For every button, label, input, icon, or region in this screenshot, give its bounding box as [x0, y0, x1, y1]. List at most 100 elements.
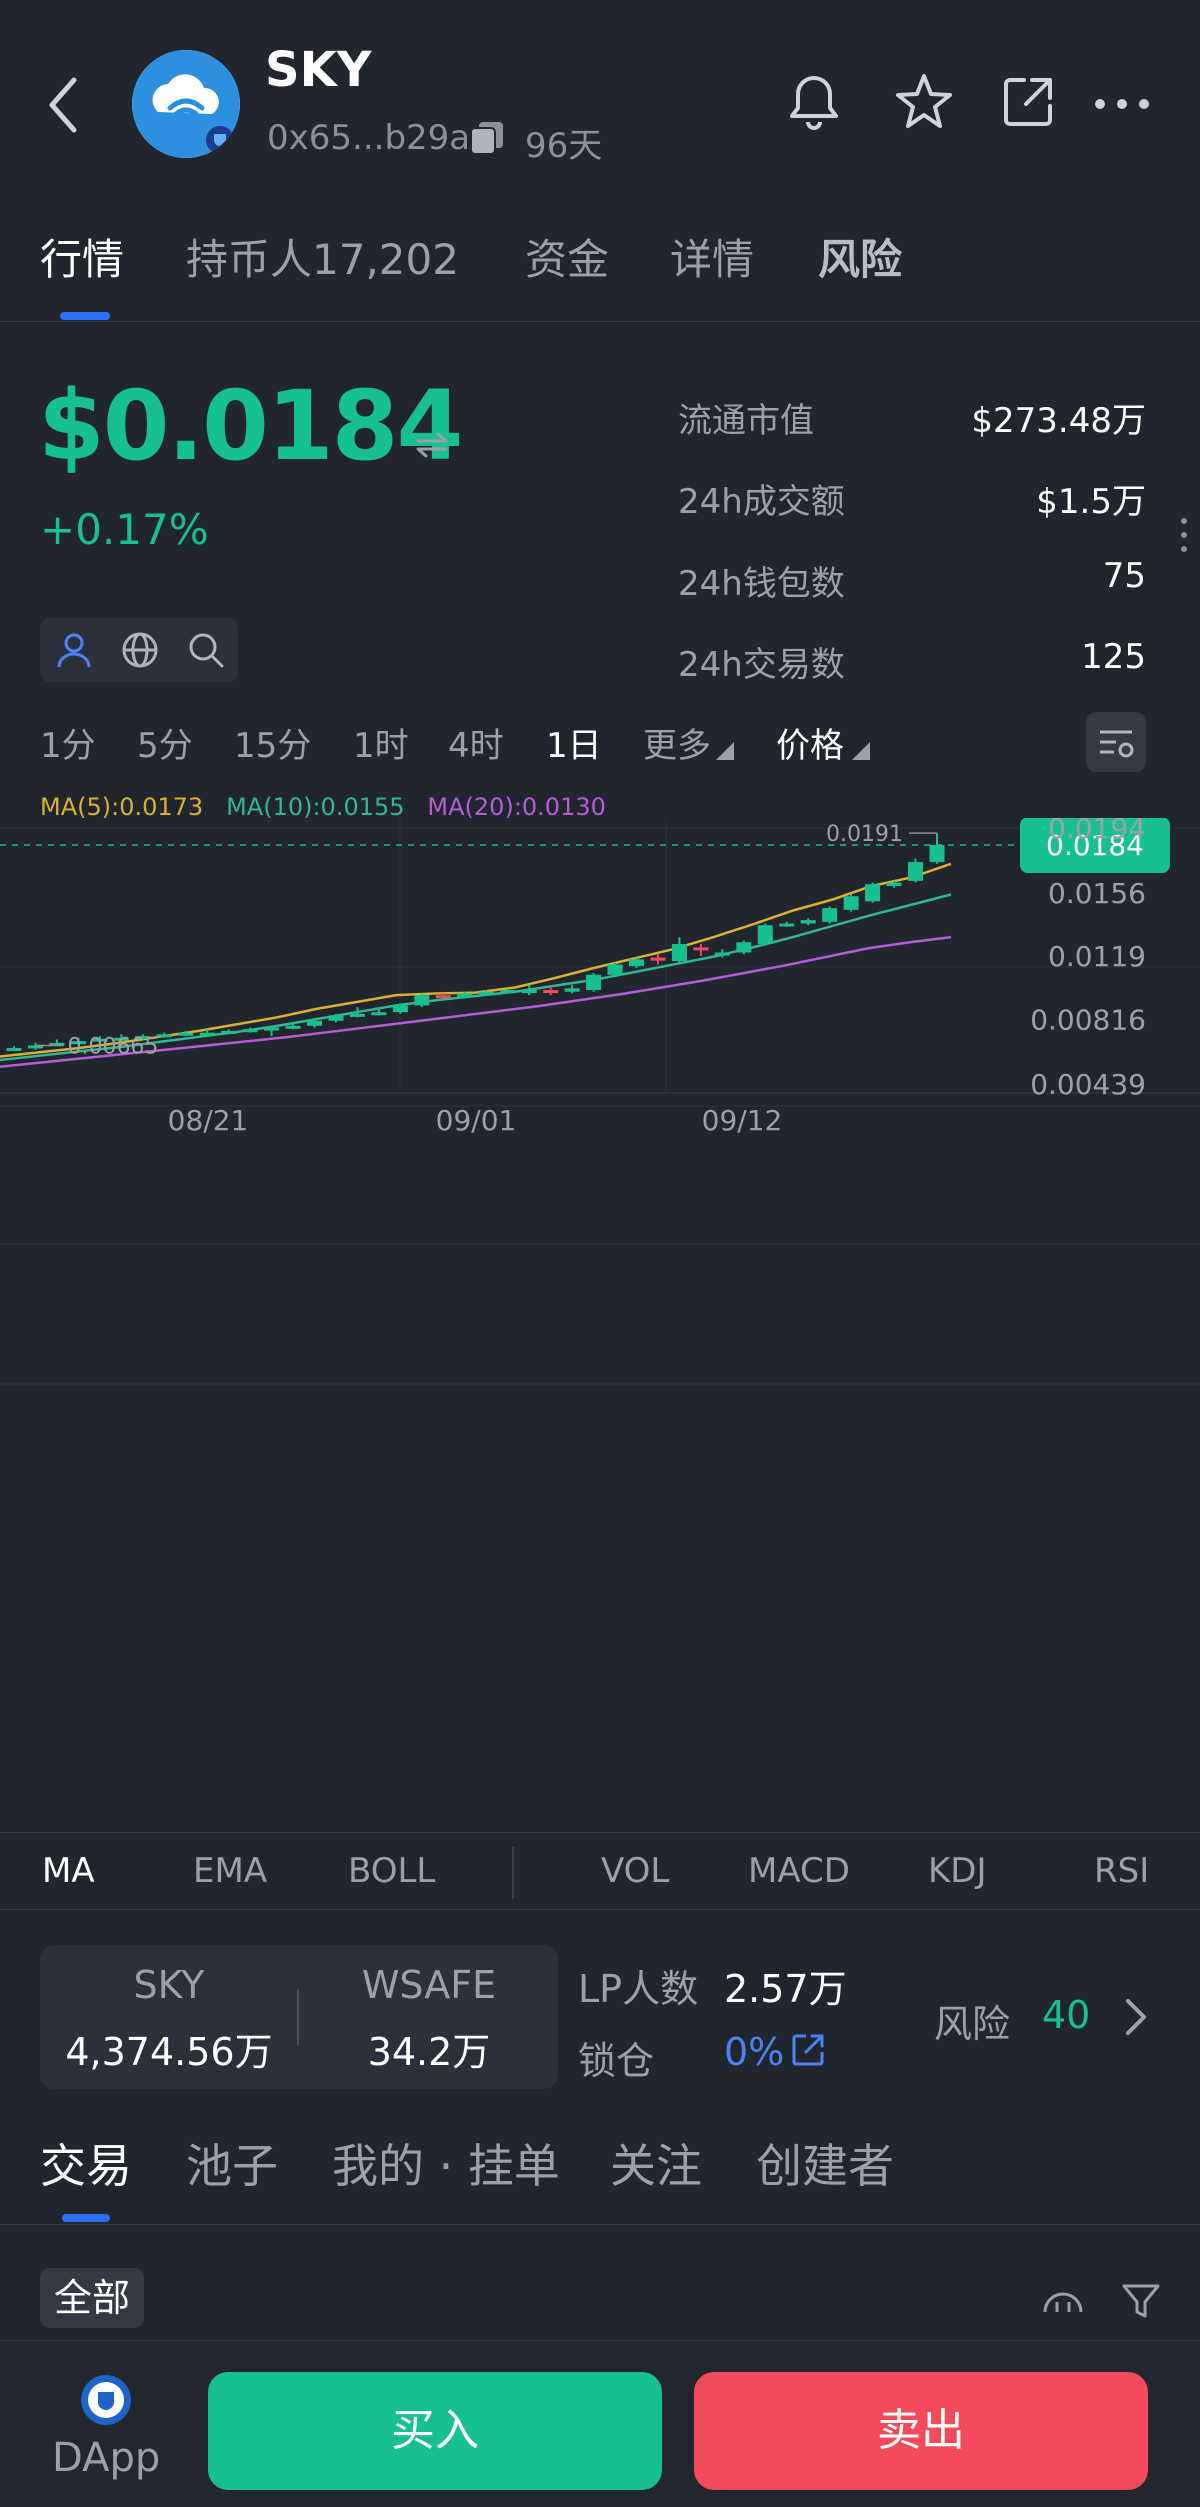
reserve-token-b: WSAFE 34.2万	[300, 1963, 558, 2076]
reserve-amount: 34.2万	[367, 2030, 491, 2074]
candle-body	[714, 952, 730, 956]
candle-body	[414, 995, 430, 1006]
activity-tabs: 交易 池子 我的 · 挂单 关注 创建者	[0, 2130, 1200, 2225]
share-icon[interactable]	[996, 70, 1060, 134]
x-tick-label: 09/12	[702, 1104, 783, 1137]
tab-holders[interactable]: 持币人17,202	[186, 235, 459, 284]
x-axis: 08/21 09/01 09/12	[168, 1104, 783, 1137]
candle-body	[736, 942, 752, 953]
stat-label: 24h交易数	[678, 645, 845, 685]
ma5-legend: MA(5):0.0173	[40, 793, 204, 821]
indicator-rsi[interactable]: RSI	[1094, 1851, 1150, 1891]
ma20-line	[0, 935, 952, 1069]
dropdown-corner-icon	[852, 742, 870, 760]
globe-icon[interactable]	[120, 630, 160, 670]
tab-creator[interactable]: 创建者	[756, 2139, 894, 2193]
x-tick-label: 09/01	[436, 1104, 517, 1137]
chevron-right-icon[interactable]	[1120, 1995, 1150, 2039]
chart-settings-button[interactable]	[1086, 712, 1146, 772]
candle-body	[392, 1005, 408, 1013]
candle-body	[757, 925, 773, 944]
interval-more[interactable]: 更多	[643, 726, 711, 766]
lp-count-label: LP人数	[578, 1967, 699, 2011]
indicator-kdj[interactable]: KDJ	[928, 1851, 987, 1891]
tab-trades[interactable]: 交易	[40, 2139, 132, 2193]
user-icon[interactable]	[54, 630, 94, 670]
filter-icon[interactable]	[1120, 2280, 1162, 2322]
token-name: SKY	[265, 42, 372, 98]
indicator-ma[interactable]: MA	[42, 1851, 95, 1891]
current-price-label: 0.0184	[1046, 829, 1144, 862]
star-icon[interactable]	[892, 70, 956, 134]
token-address: 0x65...b29a	[267, 118, 471, 158]
chart-mode-price[interactable]: 价格	[776, 726, 844, 766]
candle-body	[865, 884, 881, 902]
candle-body	[457, 993, 473, 997]
external-link-icon[interactable]	[788, 2030, 828, 2070]
candle-body	[843, 896, 859, 910]
candle-body	[328, 1015, 344, 1021]
candle-body	[6, 1048, 22, 1052]
interval-4h[interactable]: 4时	[448, 726, 504, 766]
speed-icon[interactable]	[1040, 2280, 1086, 2326]
buy-button[interactable]: 买入	[208, 2372, 662, 2490]
candle-body	[264, 1027, 280, 1031]
interval-15m[interactable]: 15分	[234, 726, 312, 766]
token-avatar	[132, 50, 240, 158]
vertical-more-icon[interactable]	[1178, 515, 1190, 555]
tab-market[interactable]: 行情	[40, 235, 125, 284]
indicator-boll[interactable]: BOLL	[348, 1851, 436, 1891]
sell-button[interactable]: 卖出	[694, 2372, 1148, 2490]
indicator-macd[interactable]: MACD	[748, 1851, 850, 1891]
candles	[6, 833, 945, 1052]
reserve-amount: 4,374.56万	[65, 2030, 273, 2074]
candle-body	[199, 1032, 215, 1036]
token-age: 96天	[525, 126, 603, 166]
tab-details[interactable]: 详情	[670, 235, 755, 284]
social-links	[40, 618, 238, 682]
price-change: +0.17%	[40, 505, 209, 554]
indicator-divider	[512, 1847, 514, 1899]
filter-all-chip[interactable]: 全部	[40, 2268, 144, 2328]
candle-body	[800, 920, 816, 924]
y-axis: 0.0194 0.0156 0.0119 0.00816 0.00439	[1030, 818, 1146, 1101]
dapp-label[interactable]: DApp	[52, 2435, 161, 2481]
more-icon[interactable]	[1090, 70, 1154, 134]
reserve-symbol: SKY	[133, 1963, 205, 2007]
bell-icon[interactable]	[782, 70, 846, 134]
candle-body	[478, 991, 494, 995]
tab-funds[interactable]: 资金	[525, 235, 610, 284]
risk-score[interactable]: 40	[1042, 1993, 1091, 2037]
copy-icon[interactable]	[467, 118, 507, 158]
candle-body	[435, 995, 451, 999]
candle-body	[822, 908, 838, 922]
stat-value: 75	[1102, 556, 1146, 596]
candle-body	[607, 964, 623, 975]
price-value: $0.0184	[38, 370, 463, 482]
lock-value[interactable]: 0%	[724, 2030, 785, 2074]
tab-watching[interactable]: 关注	[610, 2139, 702, 2193]
interval-1d[interactable]: 1日	[546, 726, 602, 766]
interval-1h[interactable]: 1时	[353, 726, 409, 766]
risk-label[interactable]: 风险	[934, 2002, 1011, 2046]
candle-body	[156, 1034, 172, 1038]
tab-risk[interactable]: 风险	[818, 235, 903, 284]
indicator-ema[interactable]: EMA	[193, 1851, 268, 1891]
tab-pools[interactable]: 池子	[186, 2139, 278, 2193]
indicator-tabs: MA EMA BOLL VOL MACD KDJ RSI	[0, 1832, 1200, 1910]
indicator-vol[interactable]: VOL	[601, 1851, 670, 1891]
tab-my-orders[interactable]: 我的 · 挂单	[332, 2139, 560, 2193]
candle-body	[564, 988, 580, 992]
candle-body	[221, 1030, 237, 1034]
candle-body	[27, 1045, 43, 1049]
back-icon[interactable]	[40, 70, 90, 140]
chart-overlays: 0.0184 0.0191 0.00665	[0, 818, 1170, 1059]
header: SKY 0x65...b29a 96天	[0, 0, 1200, 190]
interval-1m[interactable]: 1分	[40, 726, 96, 766]
candle-body	[886, 882, 902, 886]
dapp-icon[interactable]	[78, 2372, 134, 2428]
search-icon[interactable]	[186, 630, 226, 670]
interval-5m[interactable]: 5分	[137, 726, 193, 766]
swap-icon[interactable]	[412, 425, 452, 465]
